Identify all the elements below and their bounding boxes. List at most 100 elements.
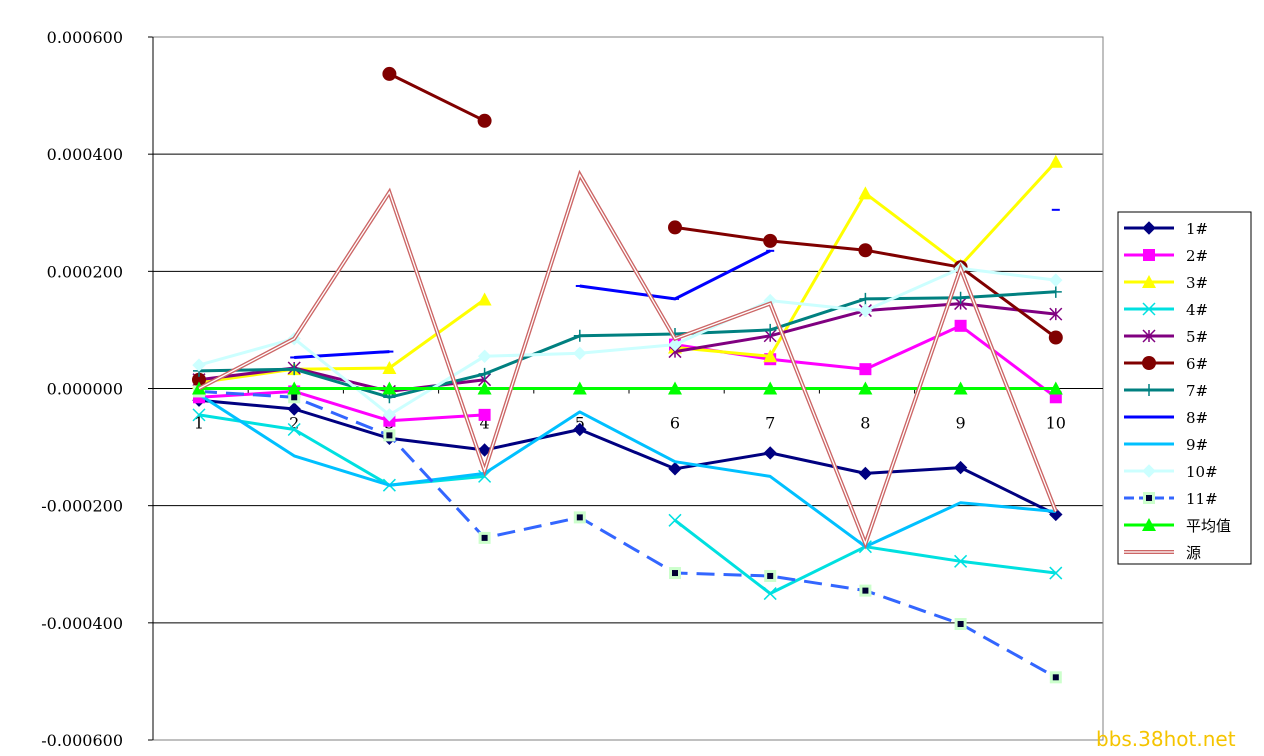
series-line [198, 290, 1056, 399]
legend-entry: 10# [1124, 463, 1218, 481]
data-point [382, 66, 397, 81]
data-point [1048, 330, 1063, 345]
data-point [1142, 275, 1156, 288]
data-point [954, 319, 967, 332]
legend-label: 11# [1186, 490, 1218, 508]
data-point [859, 292, 872, 305]
series-line [579, 249, 771, 301]
data-point [668, 220, 682, 235]
data-point [763, 349, 778, 363]
data-point [954, 554, 968, 568]
data-point [1142, 356, 1156, 370]
series-line [198, 413, 485, 487]
series-line [388, 72, 486, 123]
data-point [576, 514, 583, 521]
y-tick-label: 0.000200 [47, 262, 123, 281]
legend-label: 1# [1186, 220, 1208, 238]
data-point [1048, 154, 1063, 168]
series-line [198, 389, 485, 423]
legend-label: 3# [1186, 274, 1208, 292]
data-point [1142, 221, 1156, 235]
data-point [859, 363, 872, 376]
data-point [668, 381, 682, 395]
data-point [481, 534, 488, 541]
data-point [953, 460, 968, 475]
x-tick-label: 10 [1046, 414, 1066, 433]
series-9 [198, 393, 1056, 549]
data-point [1146, 495, 1152, 501]
y-tick-label: 0.000400 [47, 145, 123, 164]
y-tick-label: -0.000600 [41, 731, 123, 750]
y-tick-label: -0.000200 [41, 497, 123, 516]
legend-label: 6# [1186, 355, 1208, 373]
data-point [1143, 384, 1155, 396]
data-point [1142, 329, 1156, 343]
legend-box [1117, 211, 1252, 565]
data-point [953, 381, 968, 395]
data-point [192, 358, 206, 372]
series-line [198, 393, 1056, 549]
data-point [1049, 566, 1063, 580]
data-point [954, 291, 967, 304]
data-point [287, 381, 302, 395]
data-point [477, 381, 492, 395]
legend-entry: 9# [1124, 436, 1208, 454]
data-point [957, 621, 964, 628]
data-point [573, 329, 586, 342]
data-point [668, 513, 682, 527]
series-line [198, 266, 1056, 417]
data-point [573, 346, 587, 361]
x-tick-label: 9 [956, 414, 966, 433]
data-point [477, 292, 492, 306]
data-point [386, 432, 393, 439]
data-point [668, 462, 682, 476]
legend-entry: 7# [1124, 382, 1208, 400]
legend-entry: 1# [1124, 220, 1208, 238]
legend-entry: 源 [1124, 544, 1201, 562]
data-point [858, 243, 873, 258]
legend-label: 4# [1186, 301, 1208, 319]
watermark: bbs.38hot.net [1096, 727, 1236, 751]
data-point [1049, 307, 1063, 321]
series-1 [192, 393, 1063, 522]
legend-label: 7# [1186, 382, 1208, 400]
legend-entry: 11# [1124, 490, 1218, 508]
data-point [1049, 273, 1063, 287]
data-point [1048, 381, 1063, 395]
data-point [573, 422, 587, 437]
data-point [287, 422, 301, 437]
data-point [382, 408, 397, 422]
data-point [672, 570, 678, 577]
data-point [478, 367, 491, 380]
legend-entry: 平均值 [1124, 517, 1231, 535]
data-point [764, 323, 777, 336]
data-point [767, 572, 774, 579]
data-point [382, 360, 397, 374]
data-point [572, 381, 587, 395]
legend-label: 源 [1186, 544, 1201, 562]
legend-entry: 4# [1124, 301, 1208, 319]
data-point [862, 587, 869, 594]
data-point [477, 443, 492, 457]
legend-label: 2# [1186, 247, 1208, 265]
legend-entry: 3# [1124, 274, 1208, 292]
series-6 [192, 66, 1063, 387]
series-line [198, 389, 1057, 679]
legend-label: 平均值 [1186, 517, 1231, 535]
legend-entry: 8# [1124, 409, 1208, 427]
data-point [858, 381, 873, 395]
series-group [192, 66, 1063, 684]
x-tick-label: 6 [670, 414, 680, 433]
x-tick-label: 4 [480, 414, 490, 433]
data-point [1049, 285, 1062, 298]
legend-label: 5# [1186, 328, 1208, 346]
data-point [763, 381, 778, 395]
data-point [668, 337, 682, 352]
legend-label: 8# [1186, 409, 1208, 427]
legend-entry: 6# [1124, 355, 1208, 373]
data-point [858, 186, 873, 200]
legend-entry: 5# [1124, 328, 1208, 346]
data-point [1142, 464, 1156, 478]
